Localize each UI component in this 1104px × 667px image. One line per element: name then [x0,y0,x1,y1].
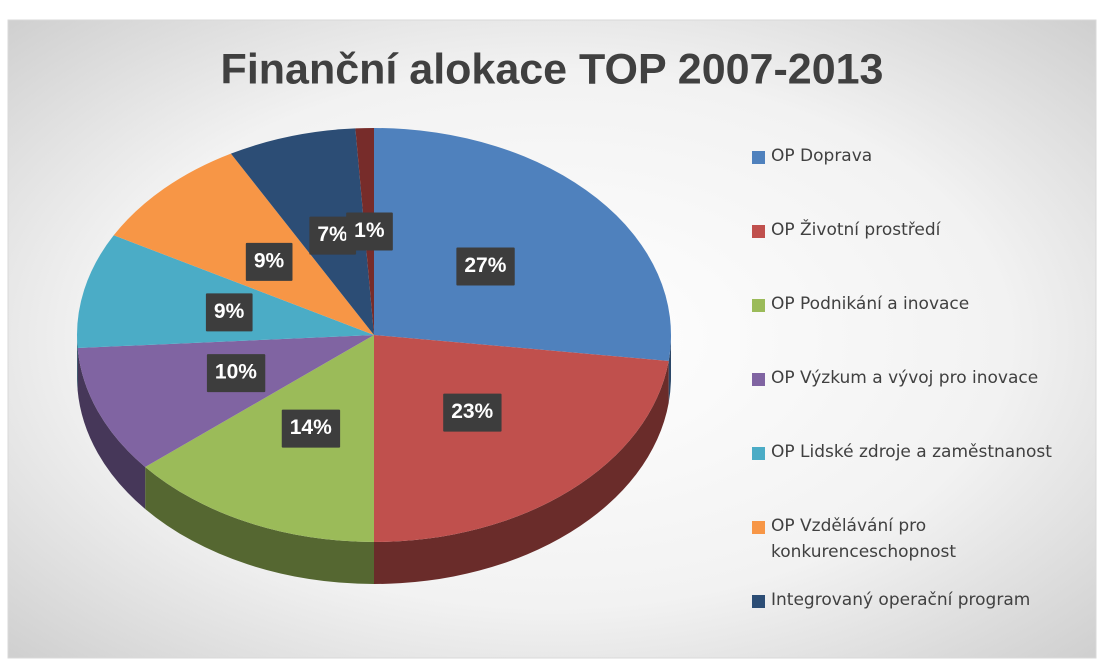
slice [230,128,374,335]
data-label: 27% [464,254,506,277]
slice-side [77,335,78,390]
data-label-box [206,354,266,393]
data-label: 7% [317,223,348,246]
legend-item: OP Podnikání a inovace [752,294,1092,317]
data-label-box [205,293,253,332]
legend-swatch [752,595,765,608]
legend-item: OP Životní prostředí [752,220,1092,243]
slice-side [77,347,146,509]
legend-swatch [752,521,765,534]
legend-swatch [752,151,765,164]
legend-swatch [752,373,765,386]
slice-side [668,335,671,403]
legend-item: OP Lidské zdroje a zaměstnanost [752,442,1092,465]
legend-label: Integrovaný operační program [771,590,1031,610]
data-label-box [346,212,393,251]
data-label: 23% [451,400,493,423]
data-label: 10% [215,361,257,384]
data-label-box [245,242,293,281]
slice [145,335,374,542]
data-label: 1% [354,219,385,242]
data-label-box [309,216,357,255]
slice-side [374,360,669,584]
legend-item: OP Doprava [752,146,1092,169]
data-label: 14% [290,416,332,439]
data-label: 9% [214,300,245,323]
pie [77,128,672,584]
data-label-box [456,247,515,286]
data-labels: 27% 23% 14% 10% 9% 9% 7% 1% [205,212,515,448]
legend-label: OP Výzkum a vývoj pro inovace [771,368,1039,388]
legend-label: OP Vzdělávání pro konkurenceschopnost [771,516,957,562]
legend-swatch [752,299,765,312]
legend-label: OP Podnikání a inovace [771,294,970,314]
data-label: 9% [254,249,285,272]
slice [113,153,375,335]
slice [77,235,374,348]
legend-item: OP Výzkum a vývoj pro inovace [752,368,1092,391]
chart-title: Finanční alokace TOP 2007-2013 [221,45,884,93]
data-label-box [281,409,341,448]
legend-label: OP Lidské zdroje a zaměstnanost [771,442,1052,462]
slice [374,128,672,361]
legend-item: Integrovaný operační program [752,590,1092,613]
legend-swatch [752,225,765,238]
legend-swatch [752,447,765,460]
data-label-box [443,393,502,432]
slice [77,335,374,467]
legend-label: OP Životní prostředí [771,220,941,240]
legend-item: OP Vzdělávání pro konkurenceschopnost [752,516,1092,565]
legend-label: OP Doprava [771,146,873,166]
slice-side [145,466,374,584]
slice [374,335,669,542]
